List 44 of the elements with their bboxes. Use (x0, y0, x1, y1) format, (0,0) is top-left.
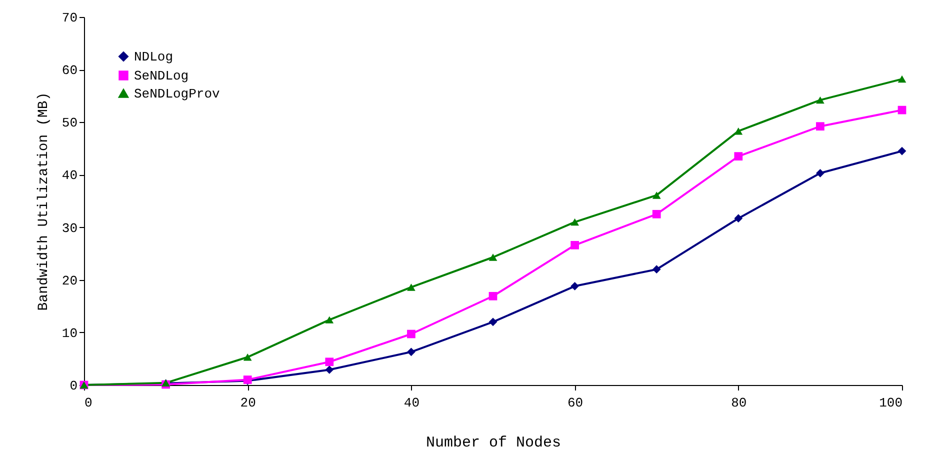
point (488, 318, 498, 326)
x-tick-label: 60 (567, 396, 584, 410)
x-tick-label: 40 (404, 396, 420, 410)
point (407, 348, 416, 356)
point (652, 265, 661, 274)
point (570, 218, 579, 226)
point (652, 210, 661, 218)
point (898, 146, 906, 156)
point (325, 316, 334, 324)
x-tick-label: 20 (240, 396, 256, 410)
point (816, 168, 824, 178)
legend-label: SeNDLog (134, 68, 189, 84)
point (407, 284, 416, 291)
y-tick-label: 40 (62, 168, 78, 184)
point (816, 122, 824, 131)
legend-label: SeNDLogProv (134, 86, 220, 102)
point (734, 152, 743, 160)
point (488, 292, 498, 300)
x-axis-title: Number of Nodes (426, 434, 562, 452)
point (325, 366, 334, 374)
y-tick-label: 10 (62, 326, 78, 341)
point (243, 354, 252, 361)
point (652, 192, 661, 199)
y-axis-title: Bandwidth Utilization (MB) (36, 92, 52, 311)
y-tick-label: 60 (62, 63, 78, 78)
point (570, 240, 579, 250)
point (570, 282, 579, 290)
point (816, 96, 824, 104)
point (325, 358, 334, 366)
x-tick-label: 0 (84, 396, 92, 410)
point (488, 254, 498, 261)
y-tick-label: 30 (62, 220, 78, 236)
legend-label: NDLog (134, 50, 174, 64)
x-tick-label: 100 (879, 396, 902, 410)
point (407, 330, 416, 338)
point (898, 75, 906, 83)
point (734, 127, 743, 135)
y-tick-label: 50 (62, 116, 78, 131)
point (734, 214, 743, 223)
point (898, 106, 906, 114)
y-tick-label: 70 (62, 10, 78, 26)
x-tick-label: 80 (731, 396, 747, 410)
y-tick-label: 0 (70, 378, 78, 394)
y-tick-label: 20 (62, 273, 78, 288)
